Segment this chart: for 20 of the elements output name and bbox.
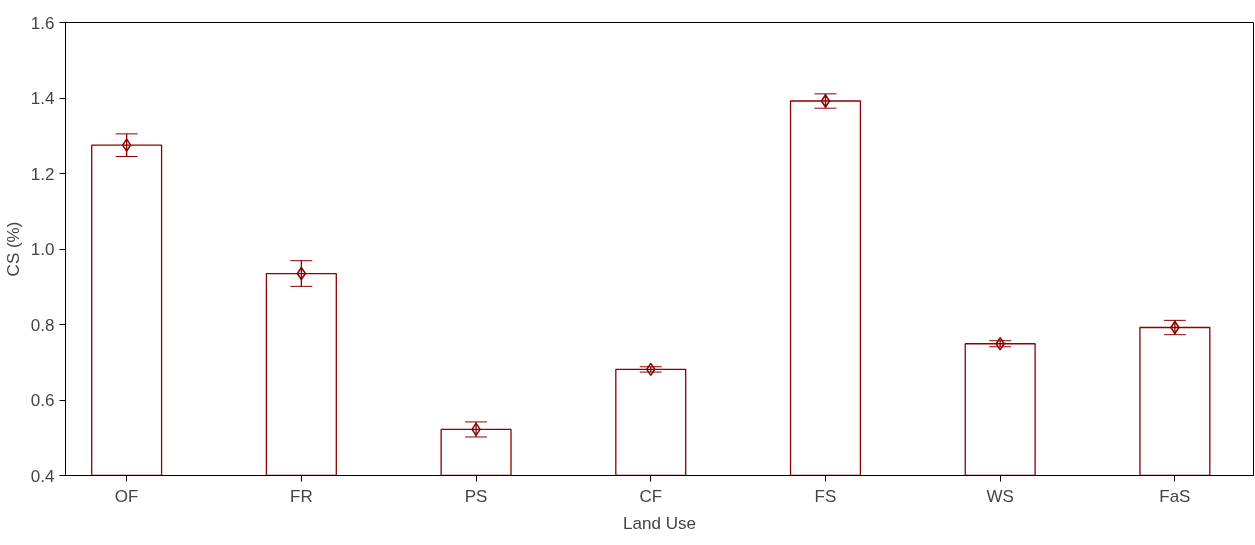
y-tick-label: 1.2 bbox=[30, 164, 55, 184]
x-axis-title: Land Use bbox=[623, 513, 696, 533]
y-tick-label: 1.0 bbox=[30, 240, 55, 259]
x-tick-label: FR bbox=[290, 486, 313, 506]
point bbox=[995, 337, 1005, 351]
x-tick-label: OF bbox=[114, 486, 139, 506]
x-tick-label: FS bbox=[814, 486, 837, 506]
x-tick-label: PS bbox=[464, 486, 488, 506]
x-tick-label: WS bbox=[986, 486, 1014, 506]
point bbox=[820, 94, 831, 108]
x-tick-label: FaS bbox=[1159, 486, 1191, 506]
y-tick-label: 1.4 bbox=[30, 89, 55, 108]
y-tick-label: 1.6 bbox=[30, 13, 55, 33]
point bbox=[296, 266, 307, 281]
y-axis-title: CS (%) bbox=[3, 221, 23, 277]
y-tick-label: 0.4 bbox=[30, 466, 55, 486]
y-tick-label: 0.8 bbox=[30, 315, 55, 335]
x-tick-label: CF bbox=[639, 486, 663, 506]
point bbox=[121, 138, 132, 152]
y-tick-label: 0.6 bbox=[30, 391, 55, 410]
